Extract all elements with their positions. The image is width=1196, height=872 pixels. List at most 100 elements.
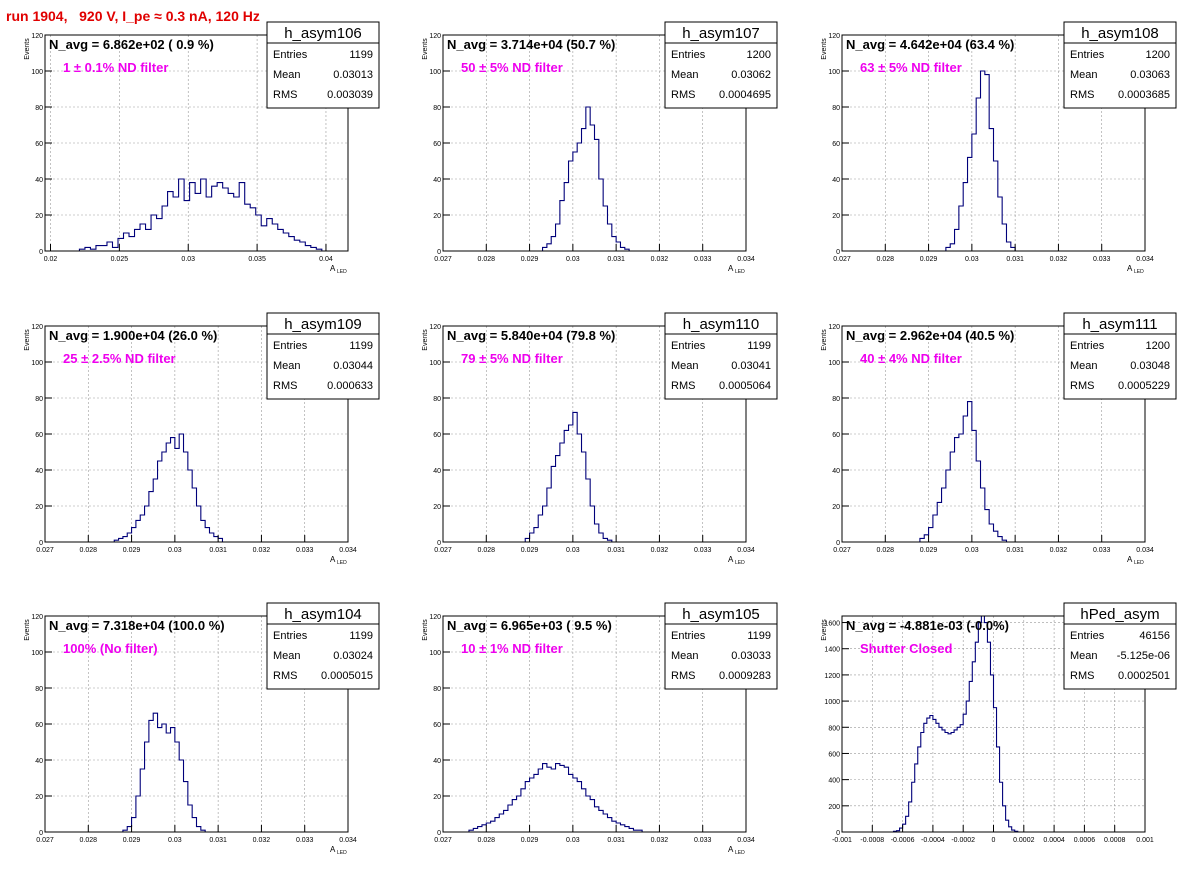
- histogram-series-h_asym111: [919, 401, 1008, 542]
- x-axis-label: A: [1127, 555, 1133, 564]
- y-tick-label: 20: [832, 213, 840, 220]
- histogram-panel-h_asym104: 0 20 40 60 80 100 120 0.027 0.028 0.029 0.03 0.031 0…: [24, 602, 380, 856]
- stats-key-mean: Mean: [273, 69, 301, 81]
- y-tick-label: 200: [828, 804, 840, 811]
- y-tick-label: 0: [437, 830, 441, 837]
- stats-value-entries: 1199: [747, 630, 771, 642]
- y-tick-label: 120: [31, 614, 43, 621]
- stats-value-rms: 0.003039: [327, 89, 373, 101]
- x-tick-label: 0.03: [965, 256, 979, 263]
- histogram-name: h_asym106: [284, 25, 362, 42]
- y-tick-label: 120: [31, 324, 43, 331]
- filter-annotation: 79 ± 5% ND filter: [461, 351, 563, 366]
- y-tick-label: 60: [35, 432, 43, 439]
- x-tick-label: 0.028: [80, 837, 98, 844]
- histogram-name: h_asym111: [1082, 316, 1157, 333]
- stats-key-entries: Entries: [1070, 630, 1105, 642]
- x-tick-label: 0.0004: [1043, 837, 1065, 844]
- filter-annotation: Shutter Closed: [860, 641, 953, 656]
- x-axis-label: A: [330, 555, 336, 564]
- histogram-series-hPed_asym: [892, 615, 1019, 832]
- x-axis-label: A: [330, 264, 336, 273]
- x-tick-label: 0.027: [833, 256, 851, 263]
- stats-value-entries: 1200: [1146, 340, 1170, 352]
- x-axis-label-sub: LED: [337, 850, 347, 856]
- stats-key-entries: Entries: [671, 630, 706, 642]
- x-tick-label: 0.04: [319, 256, 333, 263]
- x-tick-label: 0.03: [965, 547, 979, 554]
- stats-box: [266, 312, 380, 400]
- y-axis-label: Events: [821, 619, 828, 641]
- histogram-panel-h_asym110: 0 20 40 60 80 100 120 0.027 0.028 0.029 0.03 0.031 0…: [422, 312, 778, 566]
- y-tick-label: 60: [433, 432, 441, 439]
- x-axis-label: A: [728, 555, 734, 564]
- histogram-panel-h_asym107: 0 20 40 60 80 100 120 0.027 0.028 0.029 0.03 0.031 0…: [422, 21, 778, 275]
- x-tick-label: 0.0006: [1074, 837, 1096, 844]
- x-tick-label: 0.034: [1136, 256, 1154, 263]
- x-tick-label: 0.028: [80, 547, 98, 554]
- stats-key-mean: Mean: [1070, 360, 1098, 372]
- x-tick-label: 0.029: [920, 547, 938, 554]
- y-tick-label: 80: [433, 105, 441, 112]
- y-tick-label: 1200: [824, 673, 840, 680]
- x-tick-label: 0.033: [296, 837, 314, 844]
- y-tick-label: 60: [433, 141, 441, 148]
- stats-value-rms: 0.0005064: [719, 380, 771, 392]
- y-tick-label: 120: [429, 33, 441, 40]
- y-tick-label: 20: [433, 504, 441, 511]
- stats-key-mean: Mean: [1070, 69, 1098, 81]
- filter-annotation: 1 ± 0.1% ND filter: [63, 60, 168, 75]
- y-tick-label: 40: [35, 177, 43, 184]
- stats-key-entries: Entries: [671, 340, 706, 352]
- histogram-series-h_asym107: [542, 106, 630, 251]
- navg-label: N_avg = 6.862e+02 ( 0.9 %): [49, 37, 214, 52]
- stats-value-entries: 1199: [349, 340, 373, 352]
- x-tick-label: 0.0002: [1013, 837, 1035, 844]
- stats-key-rms: RMS: [671, 89, 695, 101]
- stats-value-entries: 1199: [349, 49, 373, 61]
- x-tick-label: 0.032: [253, 837, 271, 844]
- y-tick-label: 20: [832, 504, 840, 511]
- x-tick-label: 0.03: [566, 256, 580, 263]
- x-tick-label: 0.032: [253, 547, 271, 554]
- x-tick-label: 0.033: [1093, 256, 1111, 263]
- x-tick-label: 0.028: [478, 547, 496, 554]
- stats-key-rms: RMS: [1070, 89, 1094, 101]
- navg-label: N_avg = 7.318e+04 (100.0 %): [49, 618, 225, 633]
- stats-key-entries: Entries: [273, 630, 308, 642]
- y-tick-label: 0: [39, 830, 43, 837]
- stats-value-mean: 0.03063: [1130, 69, 1170, 81]
- y-tick-label: 80: [35, 686, 43, 693]
- stats-box: [1063, 21, 1177, 109]
- histogram-name: h_asym104: [284, 606, 362, 623]
- x-tick-label: 0.033: [1093, 547, 1111, 554]
- y-tick-label: 80: [35, 105, 43, 112]
- x-tick-label: -0.001: [832, 837, 852, 844]
- x-tick-label: -0.0006: [891, 837, 915, 844]
- x-axis-label-sub: LED: [1134, 269, 1144, 275]
- y-tick-label: 1400: [824, 647, 840, 654]
- stats-key-mean: Mean: [273, 650, 301, 662]
- y-tick-label: 100: [429, 360, 441, 367]
- x-axis-label-sub: LED: [337, 560, 347, 566]
- navg-label: N_avg = 5.840e+04 (79.8 %): [447, 328, 615, 343]
- x-tick-label: -0.0008: [860, 837, 884, 844]
- stats-value-rms: 0.0002501: [1118, 670, 1170, 682]
- y-tick-label: 20: [433, 213, 441, 220]
- stats-value-entries: 46156: [1139, 630, 1170, 642]
- y-tick-label: 600: [828, 751, 840, 758]
- stats-key-rms: RMS: [671, 380, 695, 392]
- stats-value-mean: 0.03033: [731, 650, 771, 662]
- navg-label: N_avg = 4.642e+04 (63.4 %): [846, 37, 1014, 52]
- navg-label: N_avg = 6.965e+03 ( 9.5 %): [447, 618, 612, 633]
- x-tick-label: 0.028: [478, 256, 496, 263]
- stats-key-mean: Mean: [273, 360, 301, 372]
- y-axis-label: Events: [821, 38, 828, 60]
- stats-key-mean: Mean: [671, 69, 699, 81]
- x-tick-label: 0.031: [607, 256, 625, 263]
- x-tick-label: 0.033: [694, 837, 712, 844]
- stats-box: [664, 21, 778, 109]
- stats-box: [266, 602, 380, 690]
- x-tick-label: 0: [992, 837, 996, 844]
